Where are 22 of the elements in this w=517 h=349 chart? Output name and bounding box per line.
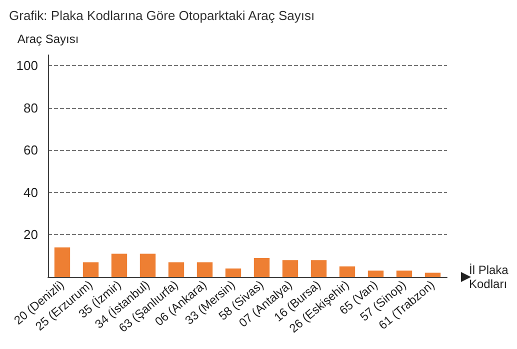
bar xyxy=(368,270,384,277)
bar xyxy=(254,258,270,277)
bar xyxy=(424,272,441,277)
x-axis-title: İl Plaka Kodları xyxy=(469,263,509,291)
bar xyxy=(54,247,70,277)
bar xyxy=(168,262,184,277)
y-tick-label: 20 xyxy=(24,227,38,242)
bar xyxy=(282,260,298,277)
y-axis-title: Araç Sayısı xyxy=(17,32,79,46)
y-tick-label: 60 xyxy=(24,142,38,158)
bar xyxy=(111,254,128,277)
bar xyxy=(82,262,99,277)
y-tick-label: 40 xyxy=(24,184,38,200)
bar xyxy=(339,266,356,277)
bar xyxy=(196,262,213,277)
bar xyxy=(140,254,156,277)
chart-title: Grafik: Plaka Kodlarına Göre Otoparktaki Araç Sayısı xyxy=(9,8,315,23)
bar xyxy=(225,268,242,277)
y-tick-label: 100 xyxy=(16,58,38,74)
bar xyxy=(310,260,327,277)
bar xyxy=(396,270,412,277)
y-tick-label: 80 xyxy=(24,100,38,116)
